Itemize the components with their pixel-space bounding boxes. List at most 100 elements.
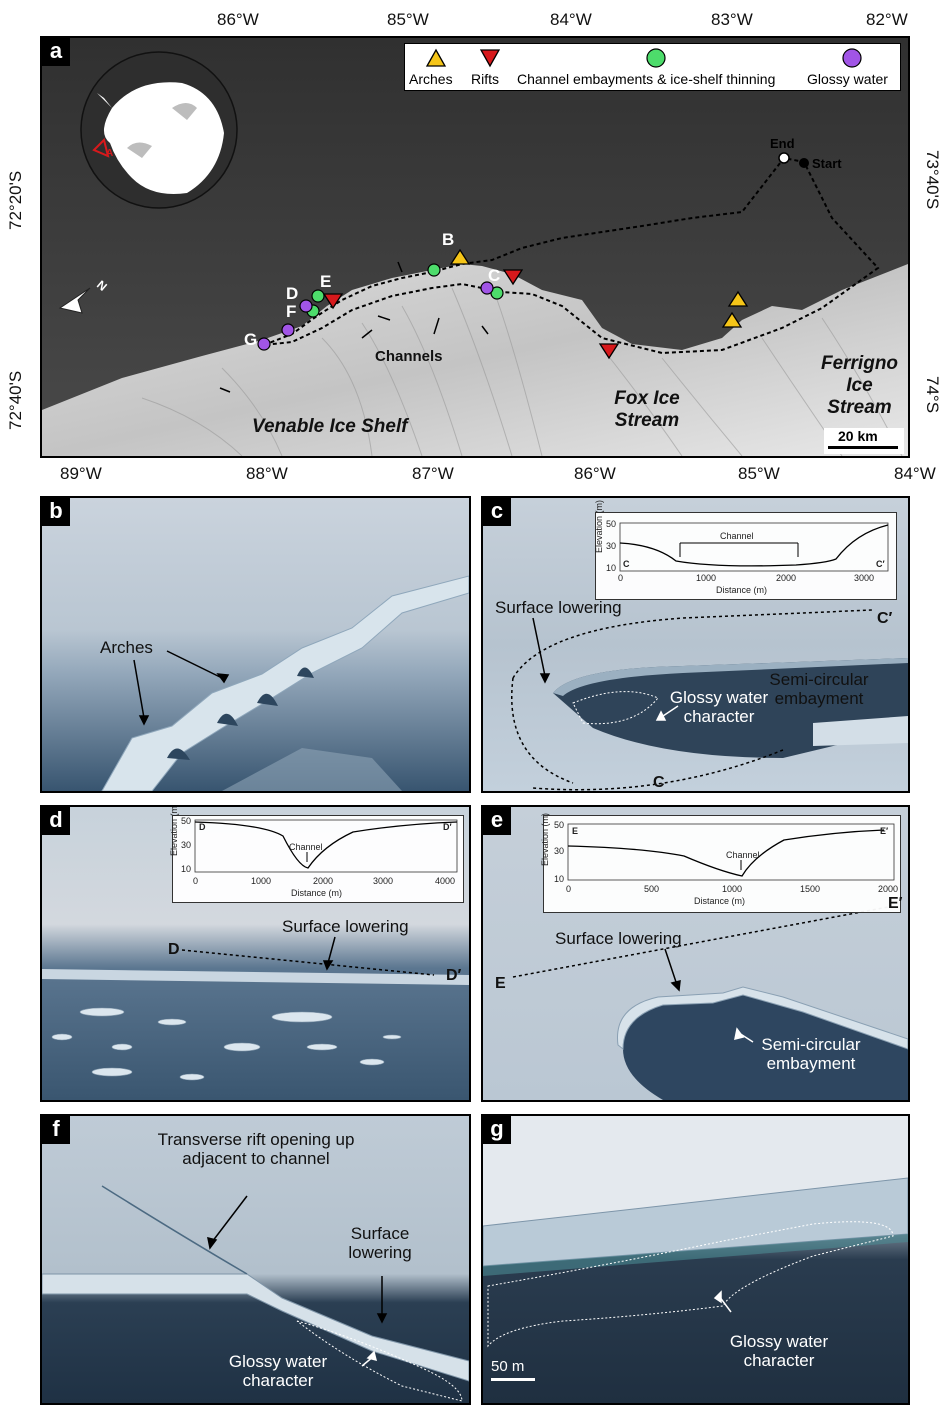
inset-xtick: 500 [644, 884, 660, 894]
inset-xtick: 4000 [435, 876, 456, 886]
inset-xtick: 3000 [373, 876, 394, 886]
inset-left: D [199, 822, 206, 832]
inset-channel: Channel [289, 842, 323, 852]
inset-xtick: 1000 [722, 884, 743, 894]
right-tick: 74°S [923, 376, 942, 414]
inset-xlabel: Distance (m) [694, 896, 746, 906]
panel-c-photo: c Elevation (m) 50 30 10 0 1000 2000 300… [481, 496, 910, 793]
inset-left: C [623, 559, 630, 569]
embayment-label: Semi-circular embayment [761, 1035, 861, 1073]
glossy-marker [281, 323, 295, 337]
rift-marker [322, 293, 344, 310]
arches-label: Arches [100, 638, 153, 657]
region-fox: Fox Ice Stream [614, 388, 680, 431]
line-start-label: C [653, 774, 665, 791]
legend-arches: Arches [409, 71, 453, 87]
inset-ytick: 30 [606, 541, 617, 551]
inset-channel: Channel [726, 850, 760, 860]
profile-inset-d: Elevation (m) 50 30 10 0 1000 2000 3000 … [169, 807, 464, 903]
rifts-legend-icon [479, 49, 501, 68]
profile-inset-e: Elevation (m) 50 30 10 0 500 1000 1500 2… [540, 813, 901, 913]
arches-legend-icon [425, 48, 447, 67]
bottom-tick: 88°W [246, 464, 288, 483]
inset-xtick: 1000 [251, 876, 272, 886]
inset-ytick: 10 [181, 864, 192, 874]
inset-xtick: 1000 [696, 573, 717, 583]
site-label: F [286, 302, 297, 321]
start-marker [799, 158, 809, 168]
glossy-legend-icon [842, 48, 862, 68]
map-scale-bar: 20 km [824, 428, 904, 454]
bottom-tick: 87°W [412, 464, 454, 483]
site-label: C [488, 266, 501, 285]
glossy-label: Glossy water character [228, 1352, 328, 1390]
arches-photo [101, 575, 469, 791]
panel-d-photo: d Elevation (m) 50 30 10 0 1000 2000 300… [40, 805, 471, 1102]
surface-lowering-label: Surface lowering [348, 1224, 412, 1262]
inset-ytick: 50 [181, 816, 192, 826]
inset-xlabel: Distance (m) [716, 585, 768, 595]
site-label: G [244, 330, 258, 349]
panel-label: g [483, 1116, 511, 1144]
inset-xtick: 2000 [313, 876, 334, 886]
arches-marker [727, 290, 749, 307]
left-tick: 72°20'S [6, 170, 25, 230]
site-label: B [442, 230, 455, 249]
arches-marker [449, 248, 471, 265]
inset-xlabel: Distance (m) [291, 888, 343, 898]
inset-ytick: 30 [554, 846, 565, 856]
ice-front-photo [483, 1116, 908, 1381]
line-start-label: E [495, 975, 506, 992]
satellite-map: A N [42, 38, 908, 456]
line-end-label: E′ [888, 895, 903, 912]
inset-right: D′ [443, 822, 452, 832]
glossy-marker [299, 299, 313, 313]
channel-marker [311, 289, 325, 303]
inset-ytick: 30 [181, 840, 192, 850]
channel-marker [427, 263, 441, 277]
inset-xtick: 2000 [878, 884, 899, 894]
rift-photo [42, 1185, 469, 1402]
line-end-label: C′ [877, 610, 893, 627]
embayment-photo [511, 609, 908, 791]
surface-lowering-label: Surface lowering [282, 917, 409, 936]
photo-scale-label: 50 m [491, 1358, 525, 1375]
inset-ytick: 50 [554, 820, 565, 830]
panel-label: a [42, 38, 70, 66]
inset-label: A [106, 148, 113, 159]
left-tick: 72°40'S [6, 370, 25, 430]
inset-ylabel: Elevation (m) [169, 805, 179, 856]
top-tick: 84°W [550, 10, 592, 29]
inset-xtick: 1500 [800, 884, 821, 894]
top-tick: 83°W [711, 10, 753, 29]
right-tick: 73°40'S [923, 150, 942, 210]
region-venable: Venable Ice Shelf [252, 416, 408, 437]
inset-xtick: 3000 [854, 573, 875, 583]
inset-ylabel: Elevation (m) [594, 499, 604, 553]
panel-f-photo: f Transverse rift opening up adjacent to… [40, 1114, 471, 1405]
panel-b-photo: b Arches [40, 496, 471, 793]
bottom-tick: 84°W [894, 464, 936, 483]
inset-right: C′ [876, 559, 885, 569]
top-tick: 82°W [866, 10, 908, 29]
end-marker [778, 152, 790, 164]
inset-left: E [572, 826, 579, 836]
panel-label: d [42, 807, 70, 835]
map-scale-label: 20 km [838, 428, 878, 444]
inset-xtick: 0 [566, 884, 572, 894]
channels-label: Channels [375, 348, 443, 365]
glossy-marker [257, 337, 271, 351]
end-label: End [770, 136, 795, 151]
top-tick: 85°W [387, 10, 429, 29]
panel-e-photo: e Elevation (m) 50 30 10 0 500 1000 1500… [481, 805, 910, 1102]
panel-label: c [483, 498, 511, 526]
inset-right: E′ [880, 826, 889, 836]
arches-marker [721, 311, 743, 328]
panel-label: f [42, 1116, 70, 1144]
inset-xtick: 2000 [776, 573, 797, 583]
map-legend: Arches Rifts Channel embayments & ice-sh… [404, 43, 901, 91]
surface-lowering-label: Surface lowering [495, 598, 622, 617]
start-label: Start [812, 156, 842, 171]
panel-g-photo: g Glossy water character 50 m [481, 1114, 910, 1405]
glossy-marker [480, 281, 494, 295]
